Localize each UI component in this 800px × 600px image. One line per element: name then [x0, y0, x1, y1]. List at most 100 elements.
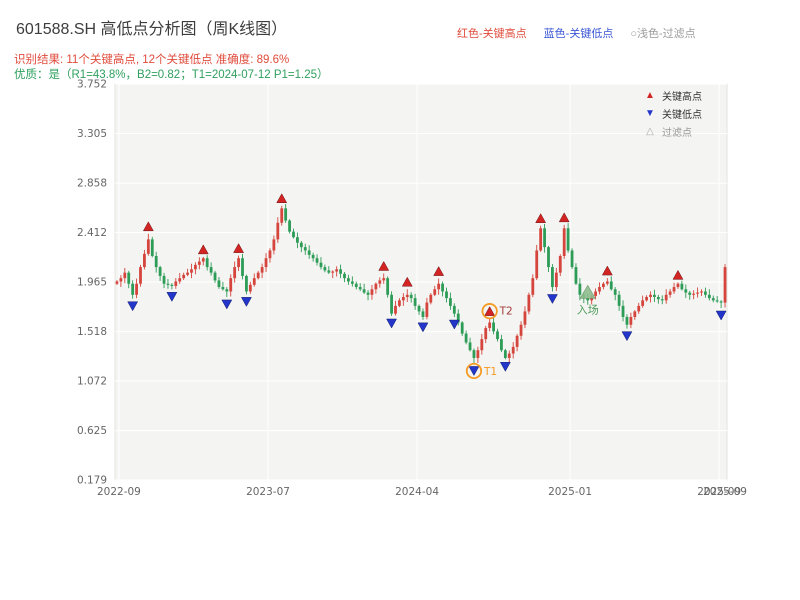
candle-body — [186, 272, 189, 275]
candle-body — [515, 335, 519, 347]
candle-body — [503, 350, 507, 358]
candle-body — [276, 222, 280, 240]
candle-body — [174, 281, 178, 286]
candle-body — [382, 278, 386, 281]
annotations: T2 T1 入场 — [465, 284, 599, 380]
legend-item-filtered: △ 过滤点 — [644, 124, 702, 140]
key-low-marker — [417, 322, 429, 333]
candle-body — [700, 291, 703, 293]
key-high-marker — [558, 212, 570, 223]
candle-body — [629, 316, 633, 325]
legend-light-filtered: ○浅色-过滤点 — [630, 28, 696, 40]
candle-body — [284, 208, 288, 221]
key-low-marker — [166, 292, 178, 302]
candle-body — [496, 331, 499, 340]
y-tick-label: 2.412 — [77, 227, 107, 239]
candle-body — [319, 262, 323, 268]
candle-body — [209, 267, 213, 273]
key-high-marker — [535, 213, 547, 223]
candle-body — [605, 281, 609, 284]
x-tick-label: 2024-04 — [395, 486, 439, 498]
candle-body — [178, 278, 182, 282]
candle-body — [492, 322, 495, 332]
triangle-outline-icon: △ — [646, 125, 654, 137]
candle-body — [711, 298, 715, 301]
candle-body — [245, 275, 248, 292]
triangle-down-icon: ▼ — [645, 107, 655, 119]
legend-blue-key-low: 蓝色-关键低点 — [543, 28, 614, 40]
candle-body — [456, 313, 460, 323]
candle-body — [672, 287, 676, 292]
candle-body — [551, 267, 554, 288]
candle-body — [260, 267, 264, 273]
legend-key-low-label: 关键低点 — [662, 110, 702, 121]
candle-body — [539, 228, 543, 251]
key-point-markers — [127, 193, 727, 376]
candle-body — [574, 267, 578, 284]
candle-body — [347, 278, 350, 282]
x-tick-label: 2023-07 — [246, 486, 290, 498]
candle-body — [303, 247, 307, 251]
candle-body — [307, 250, 311, 255]
candle-body — [229, 278, 233, 292]
candle-body — [315, 258, 319, 263]
candle-body — [237, 258, 240, 268]
candle-body — [350, 281, 354, 284]
candle-body — [452, 305, 456, 314]
candle-body — [405, 294, 409, 298]
candle-body — [543, 228, 546, 248]
candle-body — [217, 280, 221, 288]
candle-body — [449, 298, 452, 306]
candle-body — [704, 291, 707, 295]
candle-body — [256, 272, 260, 279]
candle-body — [602, 283, 605, 288]
candle-body — [272, 239, 276, 251]
candle-body — [460, 322, 464, 334]
candle-body — [131, 283, 135, 295]
candle-body — [445, 291, 448, 299]
candle-body — [225, 289, 229, 292]
candle-body — [146, 239, 150, 254]
key-high-marker — [197, 244, 209, 255]
candle-body — [558, 256, 562, 273]
candle-body — [523, 311, 527, 325]
candle-body — [221, 287, 225, 290]
key-low-marker — [221, 299, 233, 310]
candle-body — [119, 278, 123, 282]
candle-body — [354, 283, 358, 288]
t2-label: T2 — [499, 306, 513, 318]
candle-body — [653, 294, 656, 298]
x-tick-label: 2025-09 — [703, 486, 747, 498]
candle-body — [425, 302, 429, 317]
key-low-marker — [448, 319, 460, 330]
legend-item-key-high: ▲ 关键高点 — [644, 88, 702, 104]
candle-body — [476, 350, 480, 358]
key-high-marker — [378, 260, 390, 271]
candle-body — [562, 228, 566, 257]
t2-high-marker — [484, 306, 496, 316]
legend-red-key-high: 红色-关键高点 — [457, 28, 527, 40]
candle-body — [205, 258, 209, 268]
candle-body — [398, 300, 401, 306]
candle-body — [252, 278, 256, 285]
candle-body — [511, 346, 515, 354]
candle-body — [233, 267, 237, 279]
key-low-marker — [499, 362, 511, 372]
key-low-marker — [546, 294, 558, 304]
color-key-legend: 红色-关键高点 蓝色-关键低点 ○浅色-过滤点 — [457, 25, 696, 41]
x-tick-label: 2022-09 — [97, 486, 141, 498]
candle-body — [719, 301, 723, 303]
candle-body — [464, 333, 468, 343]
candle-body — [280, 208, 284, 223]
candle-body — [299, 242, 303, 248]
candle-body — [401, 297, 405, 301]
y-tick-label: 0.179 — [77, 475, 107, 487]
candle-body — [358, 287, 362, 290]
candle-body — [248, 284, 252, 292]
candle-body — [547, 247, 550, 268]
candle-body — [421, 311, 425, 317]
y-tick-label: 1.518 — [77, 326, 107, 338]
candle-body — [519, 324, 523, 336]
candle-body — [684, 289, 688, 293]
